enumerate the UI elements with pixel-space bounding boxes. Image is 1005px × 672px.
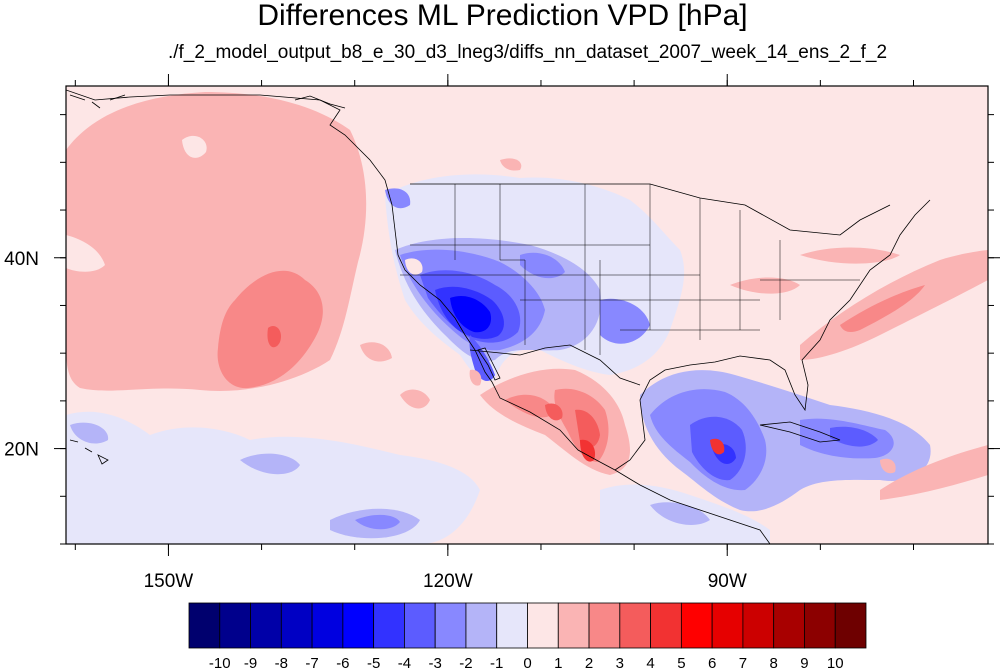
colorbar-label: 10 bbox=[827, 655, 844, 672]
lon-tick-label: 120W bbox=[423, 571, 473, 592]
colorbar-swatch bbox=[773, 602, 805, 649]
colorbar-label: -10 bbox=[209, 655, 231, 672]
central-america-coastline bbox=[614, 469, 771, 544]
colorbar-label: -1 bbox=[490, 655, 503, 672]
alaska-islands-coastline bbox=[69, 94, 346, 109]
colorbar-label: 5 bbox=[677, 655, 685, 672]
colorbar-label: 7 bbox=[739, 655, 747, 672]
boundaries bbox=[66, 89, 931, 544]
colorbar-label: -7 bbox=[305, 655, 318, 672]
colorbar-swatch bbox=[711, 602, 744, 649]
colorbar-label: 3 bbox=[616, 655, 624, 672]
colorbar-swatch bbox=[465, 602, 498, 649]
us-canada-border bbox=[410, 183, 891, 236]
pacific-positive-region bbox=[66, 92, 367, 391]
colorbar-swatch bbox=[527, 602, 559, 649]
plot-frame bbox=[65, 85, 989, 545]
colorbar-swatch bbox=[834, 602, 867, 649]
lon-tick-label: 90W bbox=[708, 571, 747, 592]
cuba-coastline bbox=[759, 421, 841, 443]
colorbar-swatch bbox=[742, 602, 775, 649]
pacific-negative-band bbox=[66, 411, 480, 544]
colorbar-swatch bbox=[404, 602, 436, 649]
colorbar-label: 9 bbox=[800, 655, 808, 672]
colorbar-swatch bbox=[280, 602, 313, 649]
map-subtitle: ./f_2_model_output_b8_e_30_d3_lneg3/diff… bbox=[167, 42, 888, 63]
colorbar-swatch bbox=[680, 602, 713, 649]
colorbar-label: 4 bbox=[646, 655, 654, 672]
western-us-negative-region bbox=[385, 174, 685, 382]
colorbar-label: 2 bbox=[585, 655, 593, 672]
us-state-lines bbox=[400, 184, 860, 355]
gulf-caribbean-negative-region bbox=[600, 370, 931, 544]
north-america-coastline bbox=[66, 89, 931, 471]
colorbar-label: -5 bbox=[367, 655, 380, 672]
mexico-positive-region bbox=[360, 342, 630, 475]
colorbar-label: -9 bbox=[244, 655, 257, 672]
lat-tick-label: 40N bbox=[4, 249, 39, 270]
colorbar-label: -8 bbox=[275, 655, 288, 672]
colorbar-swatch bbox=[434, 602, 467, 649]
colorbar-swatch bbox=[250, 602, 282, 649]
colorbar-label: -3 bbox=[429, 655, 442, 672]
colorbar-swatch bbox=[311, 602, 344, 649]
colorbar-swatch bbox=[588, 602, 621, 649]
colorbar-swatch bbox=[496, 602, 528, 649]
colorbar-label: 1 bbox=[554, 655, 562, 672]
lon-tick-label: 150W bbox=[144, 571, 194, 592]
colorbar-swatch bbox=[219, 602, 251, 649]
colorbar-label: 6 bbox=[708, 655, 716, 672]
colorbar: -10 -9 -8 -7 -6 -5 -4 -3 -2 -1 0 1 2 3 4 5 6 7 8 9 10 bbox=[188, 602, 867, 672]
atlantic-positive-region bbox=[500, 158, 988, 500]
colorbar-label: -6 bbox=[336, 655, 349, 672]
lat-tick-label: 20N bbox=[4, 440, 39, 461]
axis-tick-labels: 150W 120W 90W 40N 20N bbox=[4, 249, 747, 592]
colorbar-swatch bbox=[373, 602, 405, 649]
colorbar-label: 0 bbox=[523, 655, 531, 672]
colorbar-label: 8 bbox=[770, 655, 778, 672]
hawaii-coastline bbox=[69, 439, 109, 465]
axis-ticks bbox=[54, 74, 1000, 556]
colorbar-label: -4 bbox=[398, 655, 411, 672]
colorbar-swatch bbox=[188, 602, 221, 649]
colorbar-swatch bbox=[619, 602, 651, 649]
colorbar-swatch bbox=[557, 602, 590, 649]
map-title: Differences ML Prediction VPD [hPa] bbox=[257, 0, 748, 32]
baja-california-coastline bbox=[477, 347, 501, 381]
colorbar-label: -2 bbox=[459, 655, 472, 672]
colorbar-swatch bbox=[804, 602, 836, 649]
colorbar-swatch bbox=[342, 602, 375, 649]
data-field bbox=[66, 86, 988, 544]
colorbar-swatch bbox=[650, 602, 682, 649]
us-mexico-border bbox=[469, 344, 641, 386]
